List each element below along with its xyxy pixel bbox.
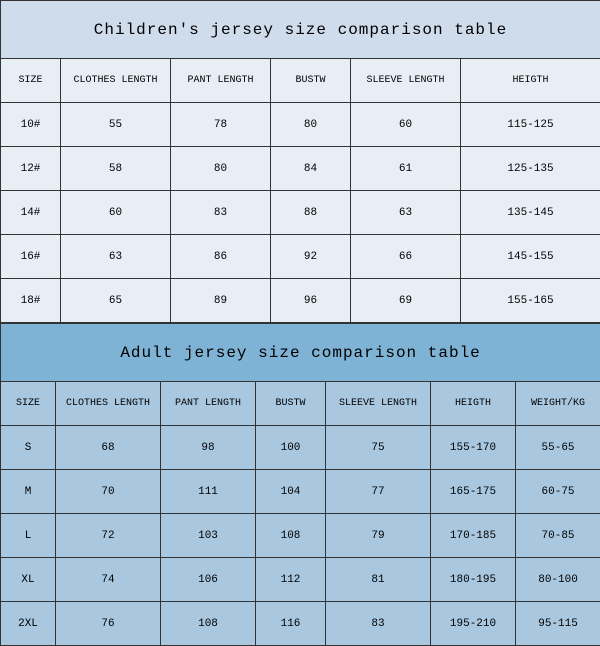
col-sleeve-length: SLEEVE LENGTH — [351, 59, 461, 103]
adult-header-row: SIZE CLOTHES LENGTH PANT LENGTH BUSTW SL… — [1, 382, 600, 426]
cell: 104 — [256, 470, 326, 514]
cell: 81 — [326, 558, 431, 602]
cell: 79 — [326, 514, 431, 558]
col-pant-length: PANT LENGTH — [171, 59, 271, 103]
children-title: Children's jersey size comparison table — [1, 1, 600, 59]
cell: 115-125 — [461, 103, 600, 147]
cell: 80-100 — [516, 558, 600, 602]
table-row: L 72 103 108 79 170-185 70-85 — [1, 514, 600, 558]
cell: 10# — [1, 103, 61, 147]
cell: 78 — [171, 103, 271, 147]
col-height: HEIGTH — [431, 382, 516, 426]
adult-title: Adult jersey size comparison table — [1, 324, 600, 382]
cell: 88 — [271, 191, 351, 235]
col-height: HEIGTH — [461, 59, 600, 103]
cell: L — [1, 514, 56, 558]
col-size: SIZE — [1, 382, 56, 426]
cell: 61 — [351, 147, 461, 191]
cell: 14# — [1, 191, 61, 235]
children-title-row: Children's jersey size comparison table — [1, 1, 600, 59]
cell: 2XL — [1, 602, 56, 646]
table-row: 10# 55 78 80 60 115-125 — [1, 103, 600, 147]
cell: 111 — [161, 470, 256, 514]
adult-title-row: Adult jersey size comparison table — [1, 324, 600, 382]
cell: 70 — [56, 470, 161, 514]
cell: 63 — [351, 191, 461, 235]
cell: 69 — [351, 279, 461, 323]
cell: 12# — [1, 147, 61, 191]
cell: 86 — [171, 235, 271, 279]
cell: 63 — [61, 235, 171, 279]
cell: 72 — [56, 514, 161, 558]
cell: 145-155 — [461, 235, 600, 279]
adult-size-table: Adult jersey size comparison table SIZE … — [0, 323, 600, 646]
cell: 80 — [271, 103, 351, 147]
cell: 135-145 — [461, 191, 600, 235]
cell: 58 — [61, 147, 171, 191]
cell: 55-65 — [516, 426, 600, 470]
table-row: 12# 58 80 84 61 125-135 — [1, 147, 600, 191]
table-row: 14# 60 83 88 63 135-145 — [1, 191, 600, 235]
cell: 60 — [61, 191, 171, 235]
table-row: 16# 63 86 92 66 145-155 — [1, 235, 600, 279]
cell: 112 — [256, 558, 326, 602]
cell: 74 — [56, 558, 161, 602]
cell: 77 — [326, 470, 431, 514]
cell: 83 — [326, 602, 431, 646]
cell: 100 — [256, 426, 326, 470]
cell: 155-165 — [461, 279, 600, 323]
cell: XL — [1, 558, 56, 602]
cell: 108 — [256, 514, 326, 558]
cell: 155-170 — [431, 426, 516, 470]
cell: 92 — [271, 235, 351, 279]
cell: 75 — [326, 426, 431, 470]
table-row: XL 74 106 112 81 180-195 80-100 — [1, 558, 600, 602]
cell: 70-85 — [516, 514, 600, 558]
cell: 170-185 — [431, 514, 516, 558]
cell: 65 — [61, 279, 171, 323]
cell: 76 — [56, 602, 161, 646]
cell: 195-210 — [431, 602, 516, 646]
cell: 60 — [351, 103, 461, 147]
table-row: 18# 65 89 96 69 155-165 — [1, 279, 600, 323]
cell: 80 — [171, 147, 271, 191]
cell: 98 — [161, 426, 256, 470]
cell: M — [1, 470, 56, 514]
cell: 108 — [161, 602, 256, 646]
cell: 60-75 — [516, 470, 600, 514]
col-bust: BUSTW — [271, 59, 351, 103]
cell: 165-175 — [431, 470, 516, 514]
table-row: M 70 111 104 77 165-175 60-75 — [1, 470, 600, 514]
cell: 103 — [161, 514, 256, 558]
cell: 16# — [1, 235, 61, 279]
cell: 18# — [1, 279, 61, 323]
cell: 96 — [271, 279, 351, 323]
cell: S — [1, 426, 56, 470]
col-clothes-length: CLOTHES LENGTH — [61, 59, 171, 103]
cell: 55 — [61, 103, 171, 147]
col-size: SIZE — [1, 59, 61, 103]
cell: 106 — [161, 558, 256, 602]
cell: 84 — [271, 147, 351, 191]
col-bust: BUSTW — [256, 382, 326, 426]
cell: 66 — [351, 235, 461, 279]
col-pant-length: PANT LENGTH — [161, 382, 256, 426]
cell: 83 — [171, 191, 271, 235]
children-header-row: SIZE CLOTHES LENGTH PANT LENGTH BUSTW SL… — [1, 59, 600, 103]
table-row: S 68 98 100 75 155-170 55-65 — [1, 426, 600, 470]
col-weight: WEIGHT/KG — [516, 382, 600, 426]
size-tables-container: Children's jersey size comparison table … — [0, 0, 600, 646]
cell: 180-195 — [431, 558, 516, 602]
table-row: 2XL 76 108 116 83 195-210 95-115 — [1, 602, 600, 646]
cell: 95-115 — [516, 602, 600, 646]
cell: 68 — [56, 426, 161, 470]
cell: 116 — [256, 602, 326, 646]
col-clothes-length: CLOTHES LENGTH — [56, 382, 161, 426]
cell: 89 — [171, 279, 271, 323]
col-sleeve-length: SLEEVE LENGTH — [326, 382, 431, 426]
children-size-table: Children's jersey size comparison table … — [0, 0, 600, 323]
cell: 125-135 — [461, 147, 600, 191]
